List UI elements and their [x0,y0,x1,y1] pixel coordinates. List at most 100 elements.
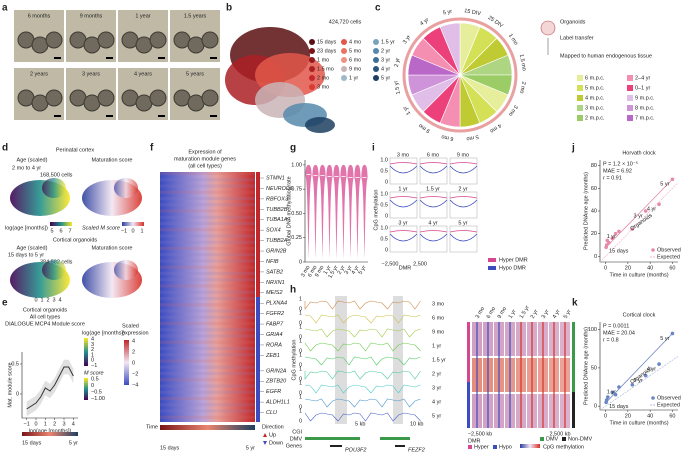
tick-label: 0 [299,376,302,382]
x-tick-label: 3 [62,421,65,427]
legend-label: DMV [546,436,559,442]
heatmap-stripe [160,222,255,225]
legend-swatch [651,396,655,400]
legend-swatch [562,437,566,441]
panel-letter: c [375,3,381,14]
label: 5 yr [246,445,255,451]
stat: MAE = 20.04 [603,330,635,336]
y-tick-label: 20 [591,231,597,237]
x-tick-label: 40 [647,413,653,419]
hyper-curve [389,162,418,165]
label: Scaled M score [82,225,120,231]
organoid [149,89,167,107]
tick-label: 1 [140,228,143,234]
colorbar [520,444,540,448]
label: Cortical organoids [53,237,98,243]
ring-label: 6 mo [441,133,454,141]
y-tick-label: 0 [594,254,597,260]
gene-label: EGFR [266,389,281,395]
violin [319,164,326,260]
label: 15 days [160,445,180,451]
x-tick-label: 60 [669,413,675,419]
scale-bar [158,115,165,117]
panel-letter: g [290,143,296,154]
x-axis-title: log(age [months]) [29,428,72,434]
heatmap-stripe [160,178,255,182]
label: maturation module genes [174,156,236,162]
legend-label: 6 mo [349,57,361,63]
methylation-track [304,398,421,408]
legend-swatch [373,39,379,45]
y-axis-title: CpG methylation [373,190,379,231]
legend-label: Observed [657,247,681,253]
annotation: 5 yr [660,336,669,342]
legend-label: 7 m.p.c. [635,115,655,121]
row-label: 3 yr [432,385,441,391]
legend-swatch [488,258,496,262]
violin [347,164,354,260]
legend-swatch [493,445,497,449]
colorbar [122,222,144,226]
y-tick-label: 80 [591,163,597,169]
stat: r = 0.91 [603,175,622,181]
label: (all cell types) [188,163,222,169]
label: CpG methylation [543,444,584,450]
ring-label: 2 yr [394,57,402,67]
annotation: 15 days [609,404,629,410]
tick-label: 0 [299,362,302,368]
ring-label: 1.5 yr [393,80,402,95]
gene-label: ALDH1L1 [265,400,290,406]
x-tick-label: −1 [24,421,30,427]
scale-bar [54,57,61,59]
legend-swatch [309,57,315,63]
hypo-curve [389,233,418,242]
heatmap-stripe [160,297,255,300]
legend-swatch [373,75,379,81]
ring-label: 2 mo [518,81,526,94]
mini-plot [419,191,448,219]
tick-label: 1 [299,352,302,358]
hypo-curve [419,233,448,242]
heatmap-stripe [160,228,255,232]
tick-label: 0 [385,247,388,253]
tick-label: 0 [132,360,135,366]
gene-label: CLU [266,410,277,416]
organoid [45,31,63,49]
annot-bar [572,392,575,428]
heatmap-stripe [160,353,255,357]
scale-bar [54,115,61,117]
label: Up [269,432,276,438]
legend-label: 5 yr [381,75,390,81]
x-tick-label: 1 yr [323,265,333,276]
label: DMR [399,265,412,271]
annot-bar [572,322,575,392]
panel-title: 1.5 yr [426,186,440,192]
label: log(age [months]) [5,225,48,231]
direction-bar [256,297,260,422]
heatmap-stripe [160,397,255,400]
legend-label: 3 mo [317,84,329,90]
tick-label: −1 [91,363,97,369]
row-label: 9 mo [432,329,444,335]
legend-swatch [627,105,633,111]
heatmap-stripe [160,290,255,294]
tick-label: −1 [121,228,127,234]
gene-label: FGFR2 [266,311,284,317]
heatmap-stripe [160,315,255,319]
mini-plot [419,225,448,253]
annotation: 3 yr [634,213,643,219]
chord-sector [439,22,461,76]
panel-letter: d [2,143,8,154]
tick-label: 0 [385,179,388,185]
panel-title: 5 yr [458,220,467,226]
heatmap [160,172,255,422]
trend-line [26,366,74,410]
heatmap-stripe [160,378,255,382]
methylation-track [304,300,421,310]
violin [340,164,347,260]
x-tick-label: 3 yr [344,265,354,276]
panel-title: 2 yr [458,186,467,192]
legend-swatch [627,75,633,81]
x-axis-title: Time in culture (months) [609,420,668,426]
scale-bar [210,57,217,59]
